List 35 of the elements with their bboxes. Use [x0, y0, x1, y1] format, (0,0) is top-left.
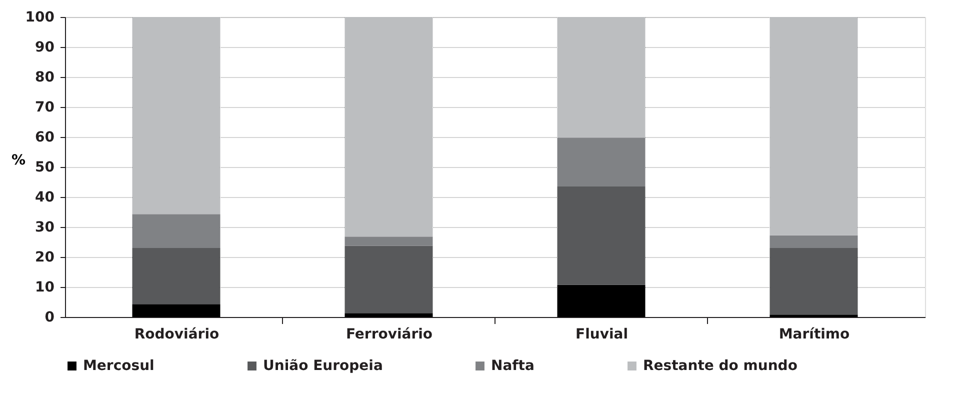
- y-tick-label: 70: [35, 100, 55, 116]
- bar: [132, 304, 220, 317]
- x-tick-label: Marítimo: [778, 326, 850, 342]
- bar: [770, 235, 858, 248]
- bar: [557, 284, 646, 317]
- y-tick-label: 100: [25, 10, 55, 26]
- bar: [132, 248, 220, 304]
- y-tick-label: 20: [35, 250, 55, 266]
- x-tick-label: Ferroviário: [346, 326, 433, 342]
- y-axis-title: %: [11, 152, 26, 168]
- bar: [132, 17, 220, 214]
- bar: [344, 313, 433, 317]
- legend-label: Mercosul: [83, 358, 154, 374]
- bar: [132, 214, 220, 248]
- bar: [344, 236, 433, 246]
- y-tick-label: 40: [35, 190, 55, 206]
- y-tick-label: 30: [35, 220, 55, 236]
- bar: [770, 17, 858, 236]
- y-tick-label: 50: [35, 160, 55, 176]
- y-tick-label: 80: [35, 70, 55, 86]
- y-tick-label: 90: [35, 40, 55, 56]
- bar: [770, 248, 858, 315]
- bar: [557, 138, 646, 186]
- bar: [557, 186, 646, 285]
- legend-label: Nafta: [491, 358, 534, 374]
- x-tick-label: Fluvial: [576, 326, 628, 342]
- y-tick-label: 0: [44, 310, 55, 326]
- y-tick-label: 60: [35, 130, 55, 146]
- bar: [344, 246, 433, 314]
- y-tick-label: 10: [35, 280, 55, 296]
- legend-label: União Europeia: [263, 358, 383, 374]
- x-tick-label: Rodoviário: [134, 326, 220, 342]
- bar: [344, 17, 433, 237]
- legend-label: Restante do mundo: [643, 358, 798, 374]
- bar: [557, 17, 646, 138]
